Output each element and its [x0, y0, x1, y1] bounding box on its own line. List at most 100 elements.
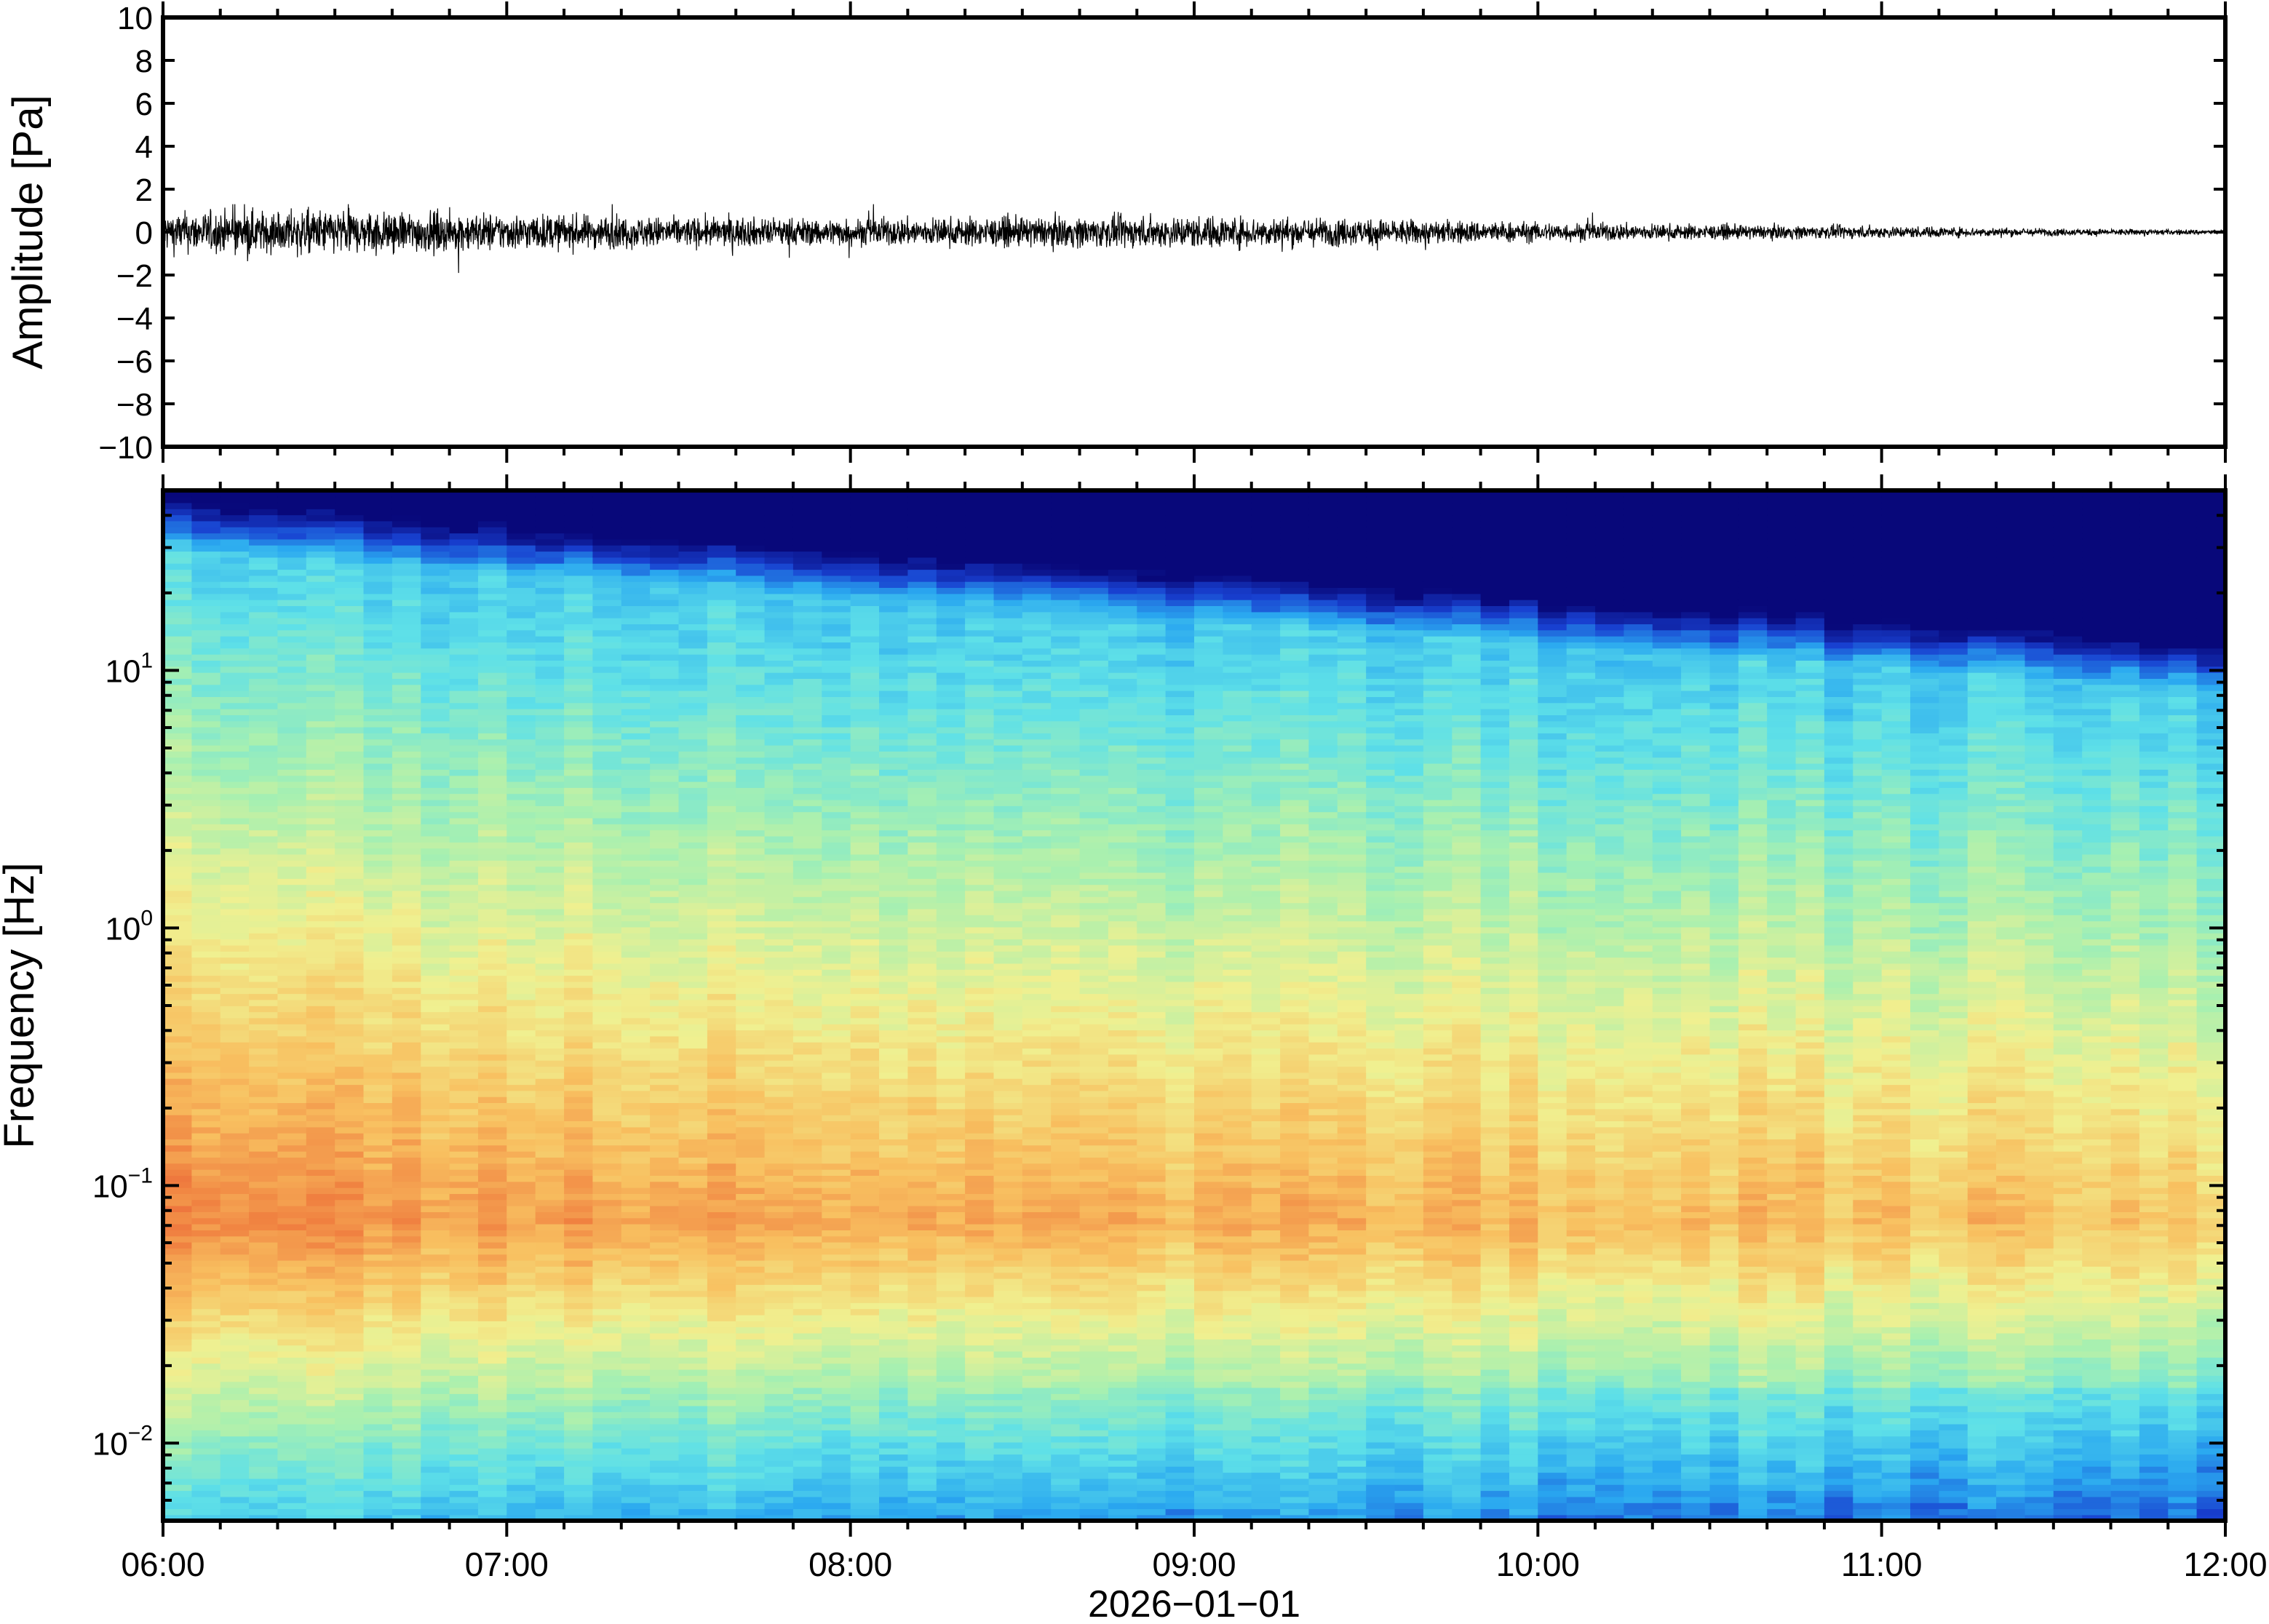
spectrogram-cell — [850, 1030, 880, 1037]
spectrogram-cell — [163, 696, 193, 704]
spectrogram-cell — [421, 545, 450, 552]
spectrogram-cell — [363, 1157, 393, 1164]
spectrogram-cell — [421, 860, 450, 867]
spectrogram-cell — [879, 853, 909, 861]
spectrogram-cell — [936, 653, 966, 661]
spectrogram-cell — [707, 1024, 737, 1031]
spectrogram-cell — [249, 896, 279, 904]
spectrogram-cell — [621, 1290, 651, 1297]
spectrogram-cell — [621, 1114, 651, 1121]
spectrogram-cell — [191, 1423, 221, 1430]
spectrogram-cell — [965, 1478, 995, 1485]
spectrogram-cell — [936, 635, 966, 642]
spectrogram-cell — [363, 1272, 393, 1279]
spectrogram-cell — [564, 502, 594, 509]
spectrogram-cell — [421, 1308, 450, 1315]
spectrogram-cell — [707, 1272, 737, 1279]
spectrogram-cell — [707, 1472, 737, 1479]
spectrogram-cell — [850, 933, 880, 940]
spectrogram-cell — [792, 1272, 823, 1279]
spectrogram-cell — [707, 1278, 737, 1285]
spectrogram-cell — [478, 1369, 508, 1376]
spectrogram-cell — [907, 1321, 937, 1328]
spectrogram-cell — [478, 824, 508, 831]
spectrogram-cell — [678, 1369, 708, 1376]
spectrogram-cell — [792, 1017, 823, 1024]
spectrogram-cell — [535, 545, 565, 552]
spectrogram-cell — [907, 1024, 937, 1031]
spectrogram-cell — [191, 653, 221, 661]
spectrogram-cell — [249, 1066, 279, 1073]
spectrogram-cell — [421, 708, 450, 715]
spectrogram-cell — [792, 1006, 823, 1013]
spectrogram-cell — [249, 490, 279, 498]
spectrogram-cell — [965, 951, 995, 958]
spectrogram-cell — [335, 1060, 365, 1067]
spectrogram-cell — [506, 1084, 536, 1091]
spectrogram-cell — [363, 1066, 393, 1073]
spectrogram-cell — [822, 944, 851, 952]
spectrogram-cell — [421, 1357, 450, 1364]
spectrogram-cell — [363, 666, 393, 673]
spectrogram-cell — [421, 1314, 450, 1321]
spectrogram-cell — [907, 769, 937, 776]
spectrogram-cell — [449, 1078, 479, 1086]
spectrogram-cell — [707, 1259, 737, 1267]
spectrogram-cell — [850, 1157, 880, 1164]
spectrogram-cell — [191, 605, 221, 613]
spectrogram-cell — [592, 599, 622, 606]
spectrogram-cell — [707, 1199, 737, 1206]
spectrogram-cell — [191, 1054, 221, 1061]
spectrogram-cell — [792, 1030, 823, 1037]
spectrogram-cell — [965, 969, 995, 976]
spectrogram-cell — [535, 739, 565, 746]
spectrogram-cell — [306, 696, 335, 704]
spectrogram-cell — [822, 1199, 851, 1206]
spectrogram-cell — [621, 1072, 651, 1079]
spectrogram-cell — [335, 1042, 365, 1049]
spectrogram-cell — [191, 1223, 221, 1230]
spectrogram-cell — [506, 799, 536, 806]
spectrogram-cell — [736, 599, 766, 606]
spectrogram-cell — [421, 1259, 450, 1267]
spectrogram-cell — [850, 890, 880, 897]
spectrogram-cell — [936, 1436, 966, 1443]
spectrogram-cell — [335, 981, 365, 988]
spectrogram-cell — [564, 1157, 594, 1164]
spectrogram-cell — [592, 793, 622, 800]
spectrogram-cell — [421, 496, 450, 503]
spectrogram-cell — [449, 593, 479, 600]
spectrogram-cell — [621, 981, 651, 988]
spectrogram-cell — [621, 1042, 651, 1049]
spectrogram-cell — [850, 1078, 880, 1086]
spectrogram-cell — [822, 951, 851, 958]
spectrogram-cell — [792, 1478, 823, 1485]
spectrogram-cell — [592, 1412, 622, 1419]
spectrogram-cell — [163, 793, 193, 800]
spectrogram-cell — [621, 1011, 651, 1019]
spectrogram-cell — [879, 817, 909, 824]
spectrogram-cell — [707, 781, 737, 788]
spectrogram-cell — [736, 853, 766, 861]
spectrogram-cell — [907, 1145, 937, 1152]
spectrogram-cell — [592, 678, 622, 685]
spectrogram-cell — [506, 617, 536, 624]
spectrogram-cell — [163, 884, 193, 891]
spectrogram-cell — [249, 1314, 279, 1321]
spectrogram-cell — [478, 1326, 508, 1334]
spectrogram-cell — [277, 829, 307, 837]
spectrogram-cell — [592, 957, 622, 964]
spectrogram-cell — [678, 829, 708, 837]
spectrogram-cell — [363, 1060, 393, 1067]
spectrogram-cell — [335, 920, 365, 928]
spectrogram-cell — [535, 757, 565, 764]
spectrogram-cell — [220, 1175, 250, 1182]
spectrogram-cell — [363, 1084, 393, 1091]
spectrogram-cell — [335, 1187, 365, 1194]
spectrogram-cell — [965, 1169, 995, 1176]
spectrogram-cell — [421, 908, 450, 915]
spectrogram-cell — [678, 811, 708, 819]
spectrogram-cell — [707, 902, 737, 909]
spectrogram-cell — [163, 1042, 193, 1049]
spectrogram-cell — [707, 787, 737, 795]
